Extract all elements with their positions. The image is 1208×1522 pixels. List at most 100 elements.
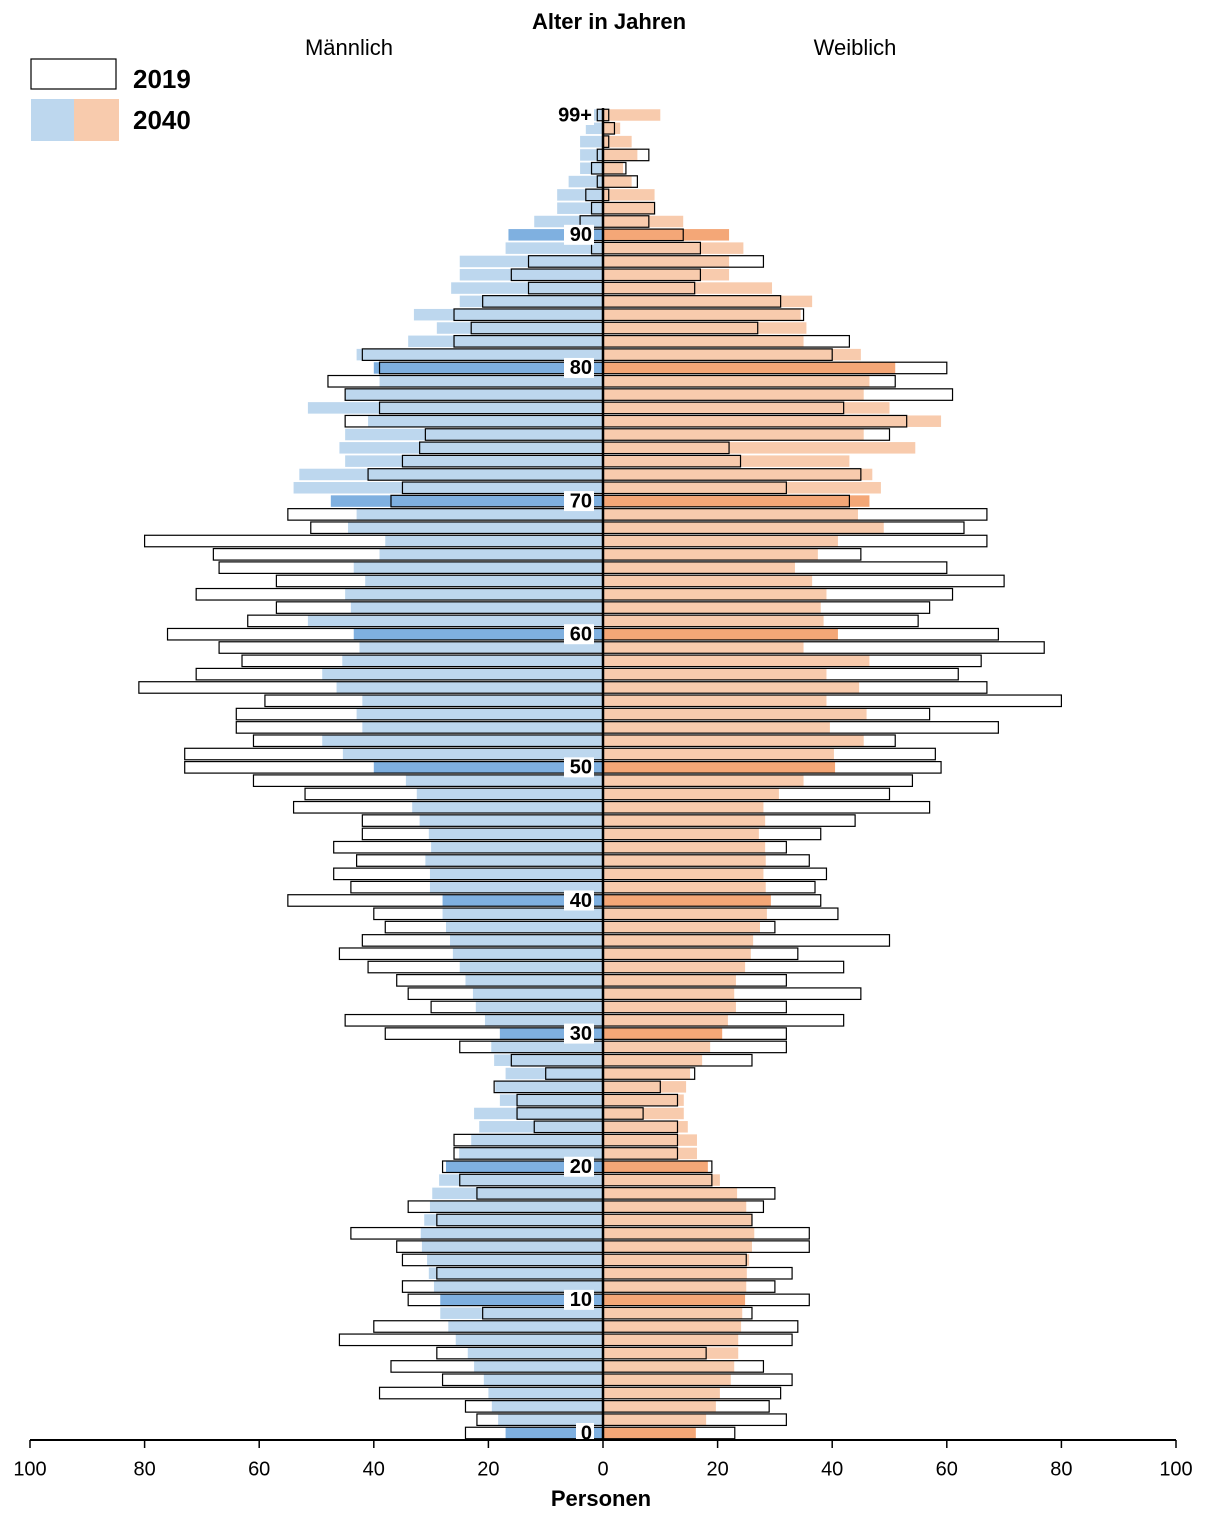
bar: [603, 122, 621, 135]
bar: [467, 1347, 603, 1359]
bar: [603, 1121, 688, 1133]
y-tick-label: 40: [570, 890, 592, 912]
bar: [603, 774, 804, 787]
bar: [603, 255, 730, 268]
bar: [448, 1320, 603, 1333]
age-label-bg: [564, 224, 594, 245]
y-tick-label: 50: [570, 757, 592, 779]
bar: [483, 1373, 603, 1386]
bar: [603, 1027, 723, 1040]
bar: [603, 482, 881, 494]
bar: [603, 149, 638, 161]
bar: [603, 455, 850, 467]
x-tick-label: 60: [248, 1458, 270, 1480]
bar: [445, 1160, 603, 1173]
bar: [413, 308, 603, 321]
bar: [580, 135, 603, 148]
bar: [436, 322, 603, 334]
age-label-bg: [564, 1289, 594, 1310]
bar: [362, 695, 603, 707]
bar: [603, 1413, 707, 1426]
bar: [603, 335, 804, 348]
bar: [603, 708, 867, 720]
x-tick-label: 100: [1159, 1458, 1192, 1480]
bar: [603, 615, 824, 627]
bar: [385, 535, 603, 547]
bar: [603, 561, 795, 574]
bar: [419, 814, 603, 827]
bar: [345, 428, 603, 441]
bar: [494, 1054, 603, 1066]
bar: [603, 308, 801, 321]
bar: [450, 934, 603, 947]
group-label: Weiblich: [814, 35, 897, 60]
bar: [433, 1280, 603, 1293]
bar: [603, 282, 773, 294]
bar: [603, 428, 864, 441]
bar: [603, 934, 754, 947]
bar: [424, 1214, 603, 1226]
bar: [603, 908, 767, 920]
bar: [603, 894, 771, 907]
bar: [557, 189, 603, 201]
bar: [459, 255, 603, 268]
bar: [603, 841, 766, 853]
bar: [603, 668, 827, 680]
bar: [465, 974, 603, 987]
bar: [373, 362, 603, 374]
bar: [459, 961, 603, 973]
bar: [472, 987, 603, 1000]
bar: [491, 1041, 603, 1053]
bar: [603, 1014, 728, 1027]
chart-title: Alter in Jahren: [532, 9, 686, 34]
bar: [603, 655, 870, 667]
bar: [603, 854, 766, 867]
bar: [505, 242, 603, 254]
bar: [459, 1147, 603, 1160]
bar: [603, 1267, 747, 1279]
bar: [603, 974, 736, 987]
bar: [603, 1174, 720, 1186]
x-tick-label: 0: [597, 1458, 608, 1480]
bar: [336, 681, 603, 694]
bar: [474, 1107, 603, 1120]
bar: [603, 1427, 696, 1439]
bar: [603, 601, 821, 614]
bar: [479, 1121, 603, 1133]
bar: [365, 575, 603, 587]
bar: [603, 1001, 736, 1013]
bar: [428, 1267, 603, 1279]
bar: [429, 1200, 603, 1213]
bar: [603, 348, 861, 361]
bar: [603, 1214, 752, 1226]
bar: [603, 575, 813, 587]
bar: [505, 1067, 603, 1080]
bar: [429, 881, 603, 893]
bar: [299, 468, 603, 481]
bar: [603, 1134, 697, 1146]
bar: [603, 1200, 747, 1213]
bar: [421, 1240, 603, 1253]
y-tick-label: 10: [570, 1289, 592, 1311]
bar: [603, 1081, 687, 1093]
bar: [603, 1160, 708, 1173]
bar: [455, 1334, 603, 1346]
y-tick-label: 80: [570, 357, 592, 379]
age-label-bg: [564, 1023, 594, 1044]
x-tick-label: 40: [821, 1458, 843, 1480]
bar: [603, 1280, 747, 1293]
bar: [585, 122, 603, 135]
bar: [603, 1294, 746, 1306]
bar: [603, 1373, 731, 1386]
bar: [339, 442, 603, 454]
bar: [603, 495, 870, 507]
bar: [603, 734, 864, 747]
bar: [603, 1227, 755, 1240]
bar: [356, 348, 603, 361]
bar: [603, 1187, 738, 1200]
group-label: Männlich: [305, 35, 393, 60]
bar: [603, 362, 896, 374]
bar: [603, 868, 764, 880]
bar: [405, 774, 603, 787]
bar: [440, 1294, 603, 1306]
